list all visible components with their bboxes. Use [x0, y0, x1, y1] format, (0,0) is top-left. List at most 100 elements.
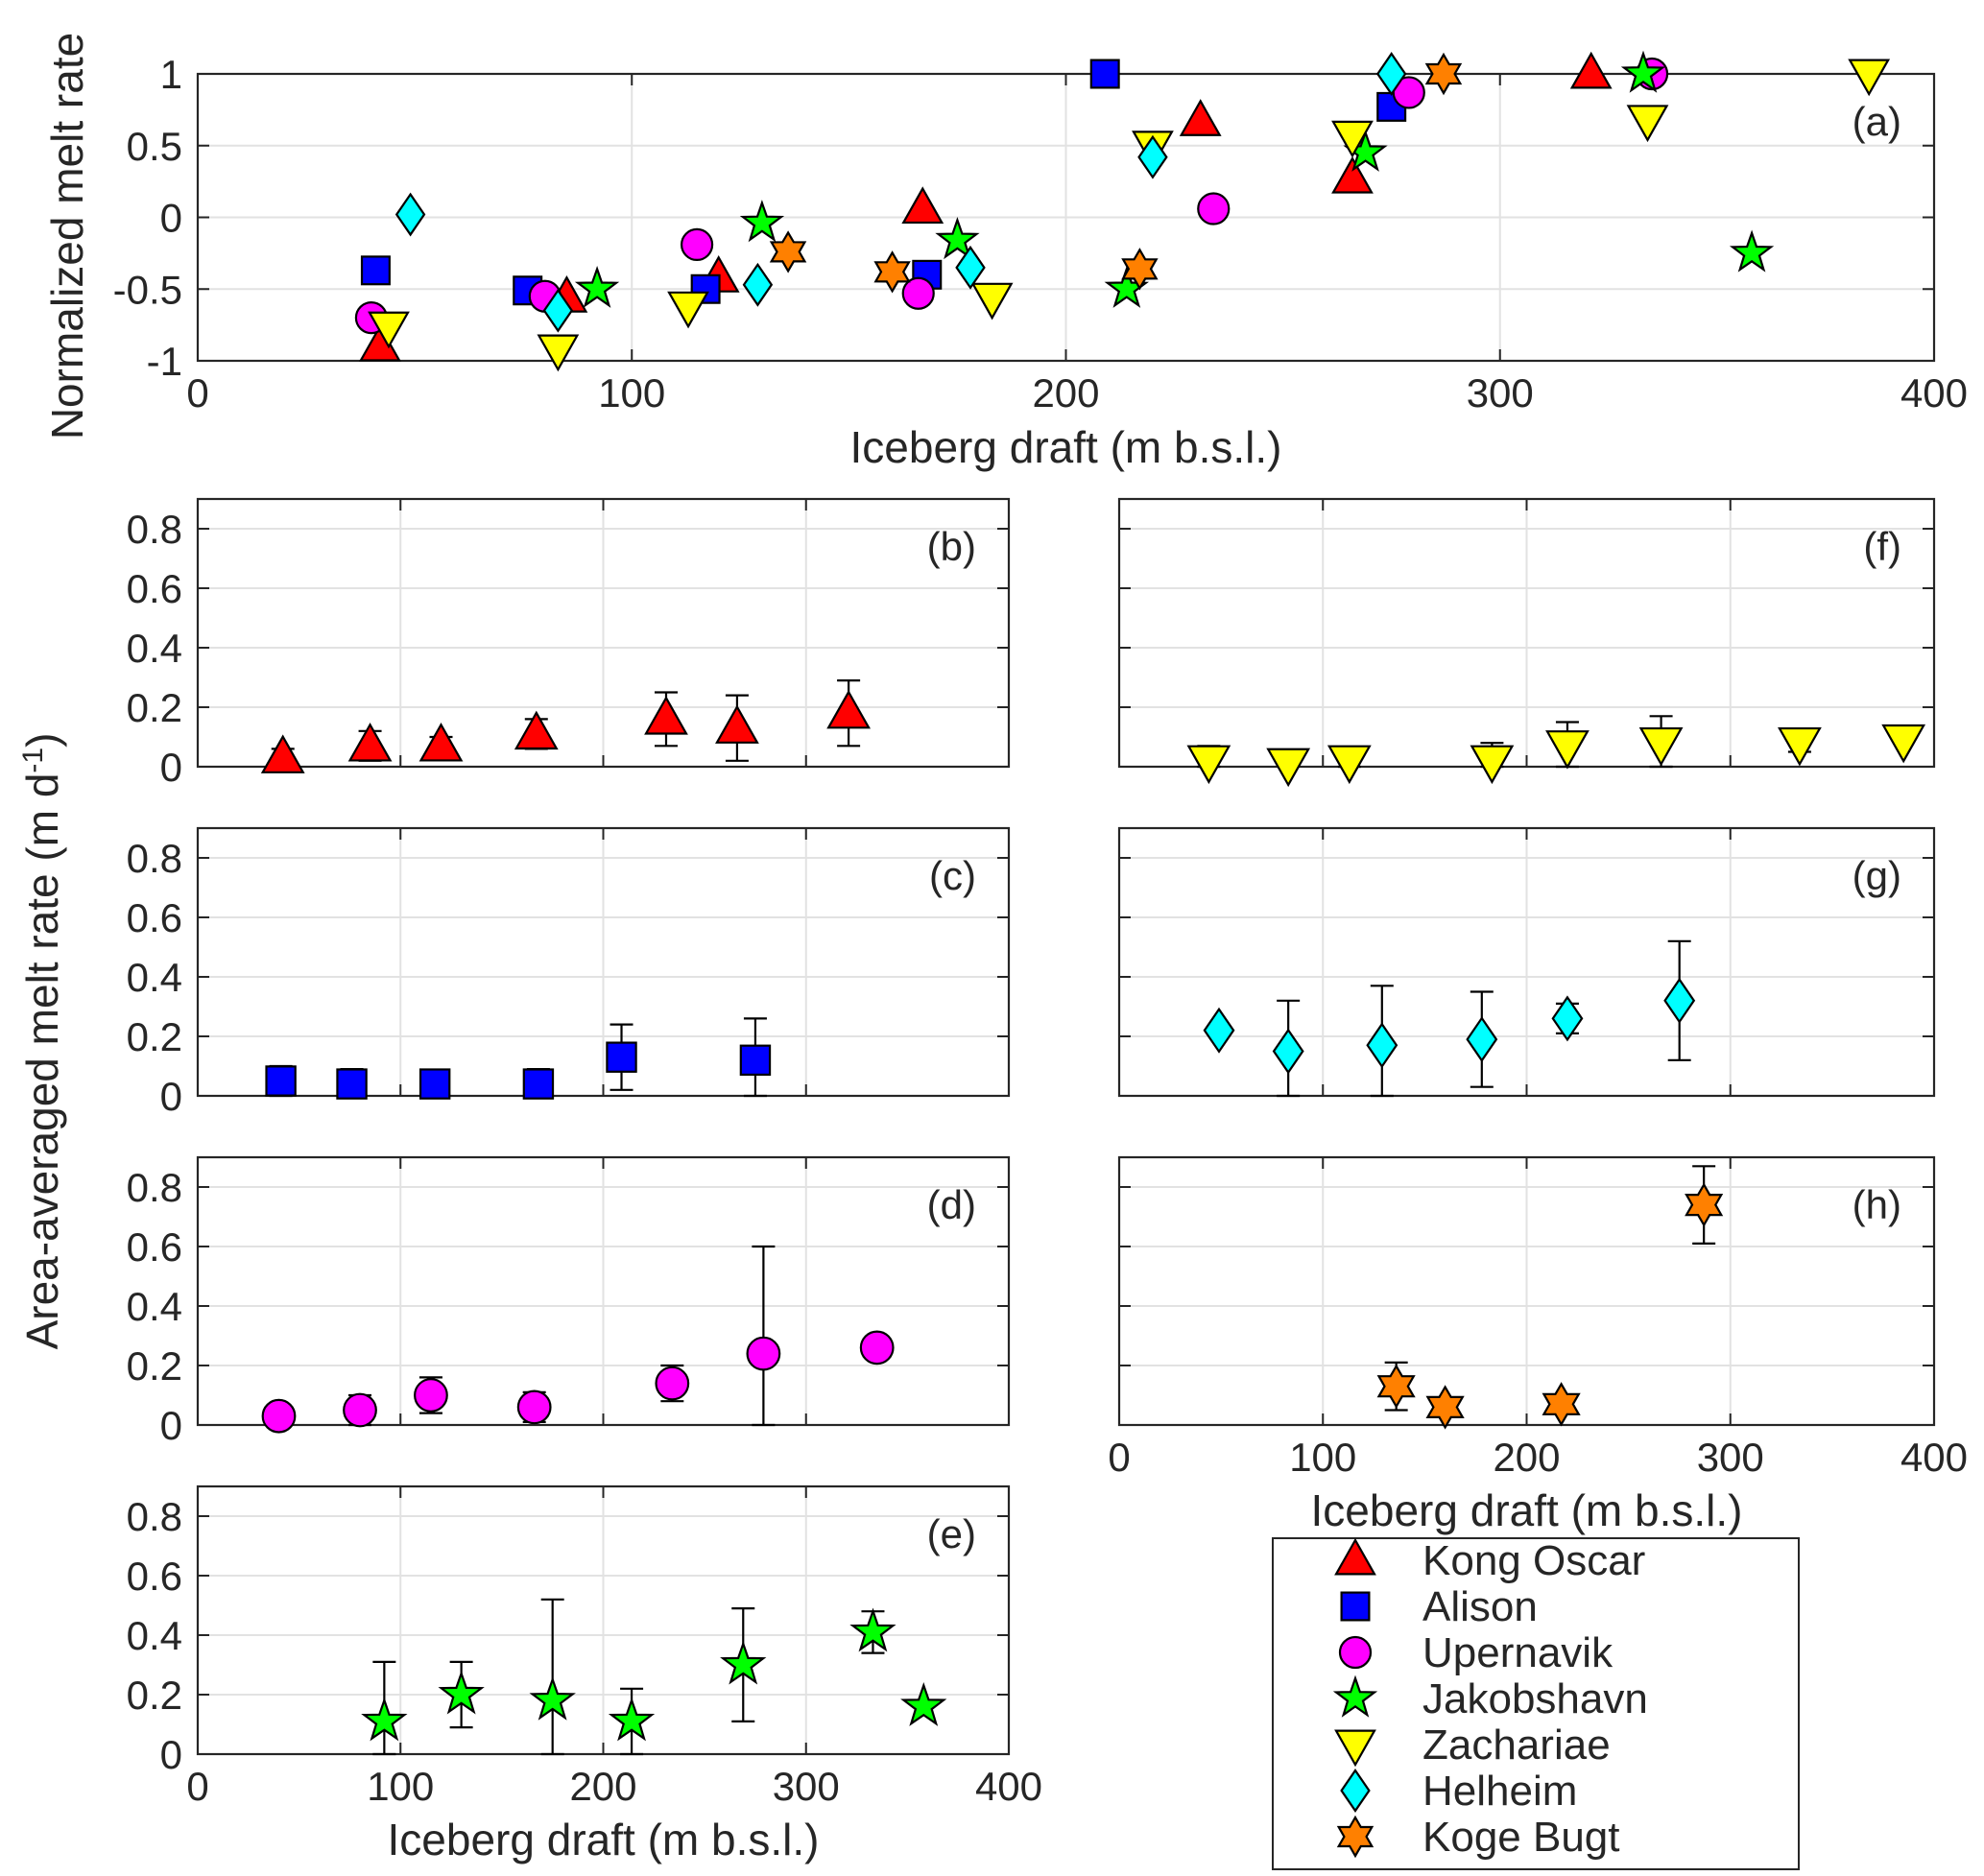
panel-g: (g) [1117, 826, 1936, 1098]
data-point [394, 192, 426, 237]
data-point [261, 1398, 297, 1434]
ylabel-area-averaged: Area-averaged melt rate (m d-1) [17, 733, 67, 1350]
data-point [265, 1065, 297, 1097]
x-axis-label: Iceberg draft (m b.s.l.) [1311, 1485, 1743, 1535]
x-axis-label: Iceberg draft (m b.s.l.) [850, 422, 1282, 472]
y-tick-label: 0.5 [127, 124, 182, 169]
data-point [1327, 745, 1372, 785]
data-point [414, 1378, 448, 1413]
legend-marker [1340, 1591, 1371, 1622]
panel-a: 0 100 200 300 400 -1 -0.5 0 0.5 1 (a) Iceberg draft… [113, 50, 1968, 472]
series-kong-oscar [260, 678, 871, 773]
data-point [1331, 155, 1374, 194]
legend-label: Kong Oscar [1422, 1537, 1645, 1584]
data-point [720, 1640, 767, 1685]
x-tick-label: 200 [569, 1764, 636, 1809]
data-point [849, 1607, 896, 1652]
axes-frame [1117, 497, 1936, 769]
data-point [438, 1670, 485, 1715]
panel-b: 0 0.2 0.4 0.6 0.8 (b) [127, 497, 1011, 790]
data-point [343, 1392, 377, 1428]
panel-d: 0 0.2 0.4 0.6 0.8 (d) [127, 1155, 1011, 1448]
data-point [900, 1682, 947, 1726]
y-tick-label: 0 [160, 1074, 182, 1119]
panel-label: (g) [1853, 853, 1901, 898]
data-point [606, 1041, 637, 1073]
y-tick-label: 0.4 [127, 1613, 182, 1658]
axes-frame [1117, 826, 1936, 1098]
legend-marker [1332, 1674, 1378, 1718]
series-koge-bugt [769, 52, 1463, 294]
data-point [1620, 50, 1666, 93]
y-tick-label: 0.4 [127, 1284, 182, 1329]
data-point [529, 1675, 576, 1721]
y-tick-label: -0.5 [113, 267, 182, 312]
axes-frame [196, 826, 1011, 1098]
y-tick-label: 0.2 [127, 1673, 182, 1718]
x-tick-label: 300 [1467, 370, 1534, 416]
axes-frame [1117, 1155, 1936, 1427]
data-point [514, 710, 559, 750]
x-tick-label: 400 [1900, 370, 1968, 416]
data-point [1569, 51, 1613, 89]
x-tick-label: 0 [1108, 1435, 1130, 1480]
series-helheim [394, 52, 1407, 333]
series-koge-bugt [1376, 1165, 1724, 1430]
plots: 0 100 200 300 400 -1 -0.5 0 0.5 1 (a) Iceberg draft… [113, 50, 1968, 1864]
data-point [859, 1330, 895, 1365]
data-point [1137, 134, 1168, 179]
data-point [1663, 977, 1696, 1024]
x-axis-label: Iceberg draft (m b.s.l.) [388, 1815, 820, 1864]
data-point [368, 311, 410, 349]
y-tick-label: 1 [160, 52, 182, 97]
data-point [655, 1365, 690, 1401]
data-point [742, 262, 774, 307]
y-tick-label: 0.2 [127, 685, 182, 730]
data-point [739, 1044, 772, 1077]
legend-entry: Zachariae [1334, 1722, 1611, 1769]
data-point [1089, 59, 1120, 89]
ylabel-area-averaged-superscript: -1 [17, 748, 49, 773]
ylabel-normalized: Normalized melt rate [42, 33, 92, 439]
data-point [1266, 748, 1311, 788]
data-point [826, 689, 871, 729]
x-tick-label: 100 [367, 1764, 434, 1809]
data-point [1424, 52, 1463, 96]
panel-label: (a) [1853, 99, 1901, 144]
panel-label: (c) [929, 853, 976, 898]
panel-label: (e) [927, 1511, 976, 1556]
x-tick-label: 400 [1900, 1435, 1968, 1480]
y-tick-label: 0 [160, 1403, 182, 1448]
data-point [901, 186, 944, 225]
data-point [347, 723, 393, 762]
series-helheim [1203, 939, 1696, 1098]
y-tick-label: -1 [147, 339, 182, 384]
x-tick-label: 0 [186, 1764, 208, 1809]
data-point [1466, 1016, 1498, 1063]
data-point [1778, 726, 1822, 767]
data-point [1376, 1364, 1416, 1409]
legend-entry: Jakobshavn [1332, 1674, 1648, 1722]
x-tick-label: 200 [1032, 370, 1099, 416]
data-point [1272, 1028, 1304, 1075]
legend-marker [1338, 1635, 1373, 1670]
y-tick-label: 0.8 [127, 1165, 182, 1210]
y-tick-label: 0.4 [127, 626, 182, 671]
data-point [715, 704, 759, 744]
data-point [1881, 724, 1926, 764]
x-tick-label: 0 [186, 370, 208, 416]
legend-entry: Alison [1340, 1583, 1538, 1630]
legend-entry: Upernavik [1338, 1629, 1613, 1676]
legend-marker [1336, 1815, 1374, 1859]
y-tick-label: 0.6 [127, 895, 182, 940]
data-point [1197, 192, 1231, 226]
data-point [1331, 120, 1374, 158]
data-point [1186, 745, 1231, 785]
data-point [1542, 1382, 1581, 1427]
panel-label: (h) [1853, 1182, 1901, 1227]
legend-label: Jakobshavn [1422, 1675, 1648, 1722]
data-point [746, 1336, 781, 1371]
x-tick-label: 100 [1289, 1435, 1356, 1480]
legend-entry: Kong Oscar [1334, 1537, 1645, 1584]
